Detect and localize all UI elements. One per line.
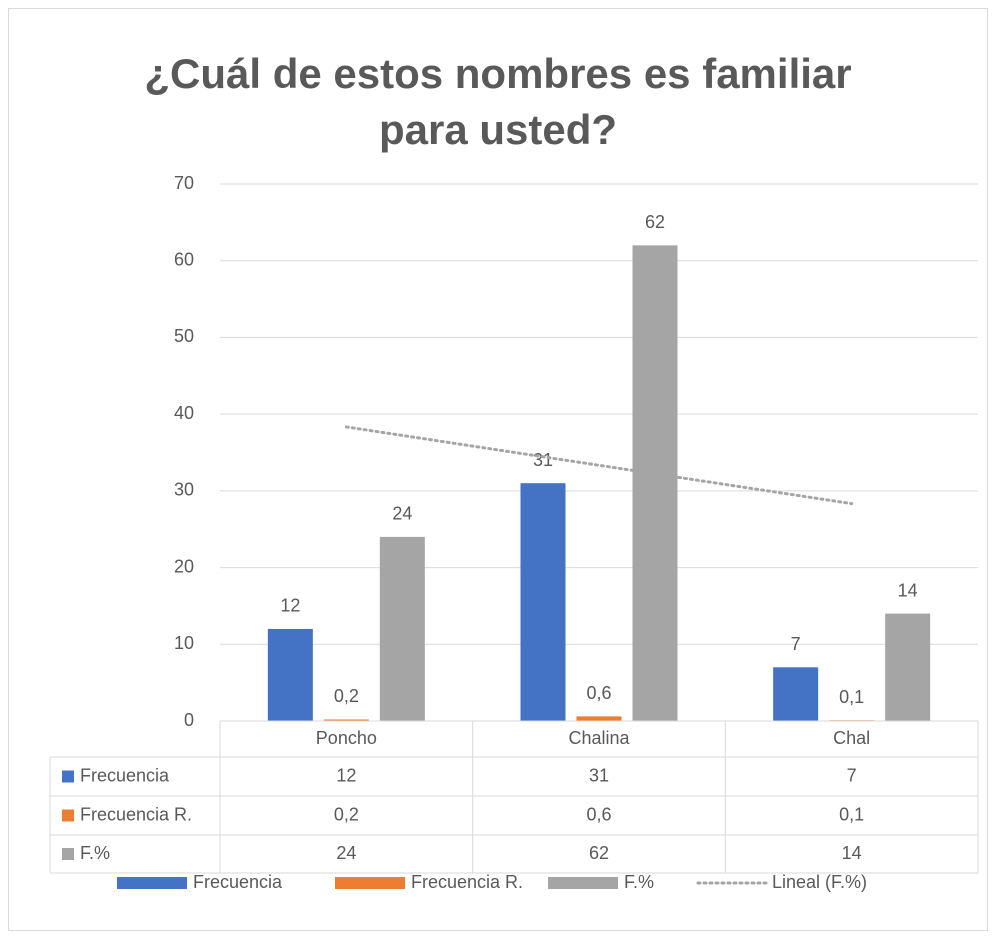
table-row-label: Frecuencia [80,765,170,785]
table-row-label: Frecuencia R. [80,804,192,824]
legend-key [548,877,618,889]
table-cell: 0,1 [839,804,864,824]
y-tick-label: 30 [174,480,194,500]
data-label: 0,6 [586,683,611,703]
data-label: 0,1 [839,687,864,707]
data-label: 24 [392,504,412,524]
table-cell: 24 [336,843,356,863]
table-cell: 12 [336,765,356,785]
bar [632,245,678,721]
y-tick-label: 60 [174,249,194,269]
bar [323,719,369,721]
legend-label: Frecuencia R. [411,872,523,892]
table-legend-key [62,809,74,822]
x-tick-label: Poncho [316,728,377,748]
chart-frame [8,8,988,931]
table-cell: 14 [842,843,862,863]
y-tick-label: 40 [174,403,194,423]
x-tick-label: Chal [833,728,870,748]
data-label: 12 [280,596,300,616]
data-label: 0,2 [334,686,359,706]
data-label: 62 [645,212,665,232]
bar [379,536,425,721]
y-tick-label: 10 [174,633,194,653]
legend-label: Frecuencia [193,872,283,892]
table-legend-key [62,848,74,860]
table-row-label: F.% [80,843,110,863]
bar [773,667,819,721]
y-tick-label: 0 [184,710,194,730]
chart-title: ¿Cuál de estos nombres es familiar [144,50,851,97]
legend-key [335,877,405,889]
legend-label: F.% [624,872,654,892]
bar [576,716,622,721]
y-tick-label: 70 [174,173,194,193]
bar [267,628,313,721]
table-cell: 0,2 [334,804,359,824]
bar [520,483,566,721]
data-label: 31 [533,450,553,470]
data-label: 14 [898,580,918,600]
chart-title: para usted? [379,106,617,153]
y-tick-label: 50 [174,326,194,346]
bar [885,613,931,721]
table-cell: 0,6 [586,804,611,824]
table-cell: 7 [847,765,857,785]
y-tick-label: 20 [174,556,194,576]
trendline [344,425,854,506]
table-cell: 62 [589,843,609,863]
table-legend-key [62,770,74,783]
table-cell: 31 [589,765,609,785]
data-label: 7 [791,634,801,654]
x-tick-label: Chalina [568,728,630,748]
legend-key [117,877,187,889]
legend-label: Lineal (F.%) [772,872,867,892]
